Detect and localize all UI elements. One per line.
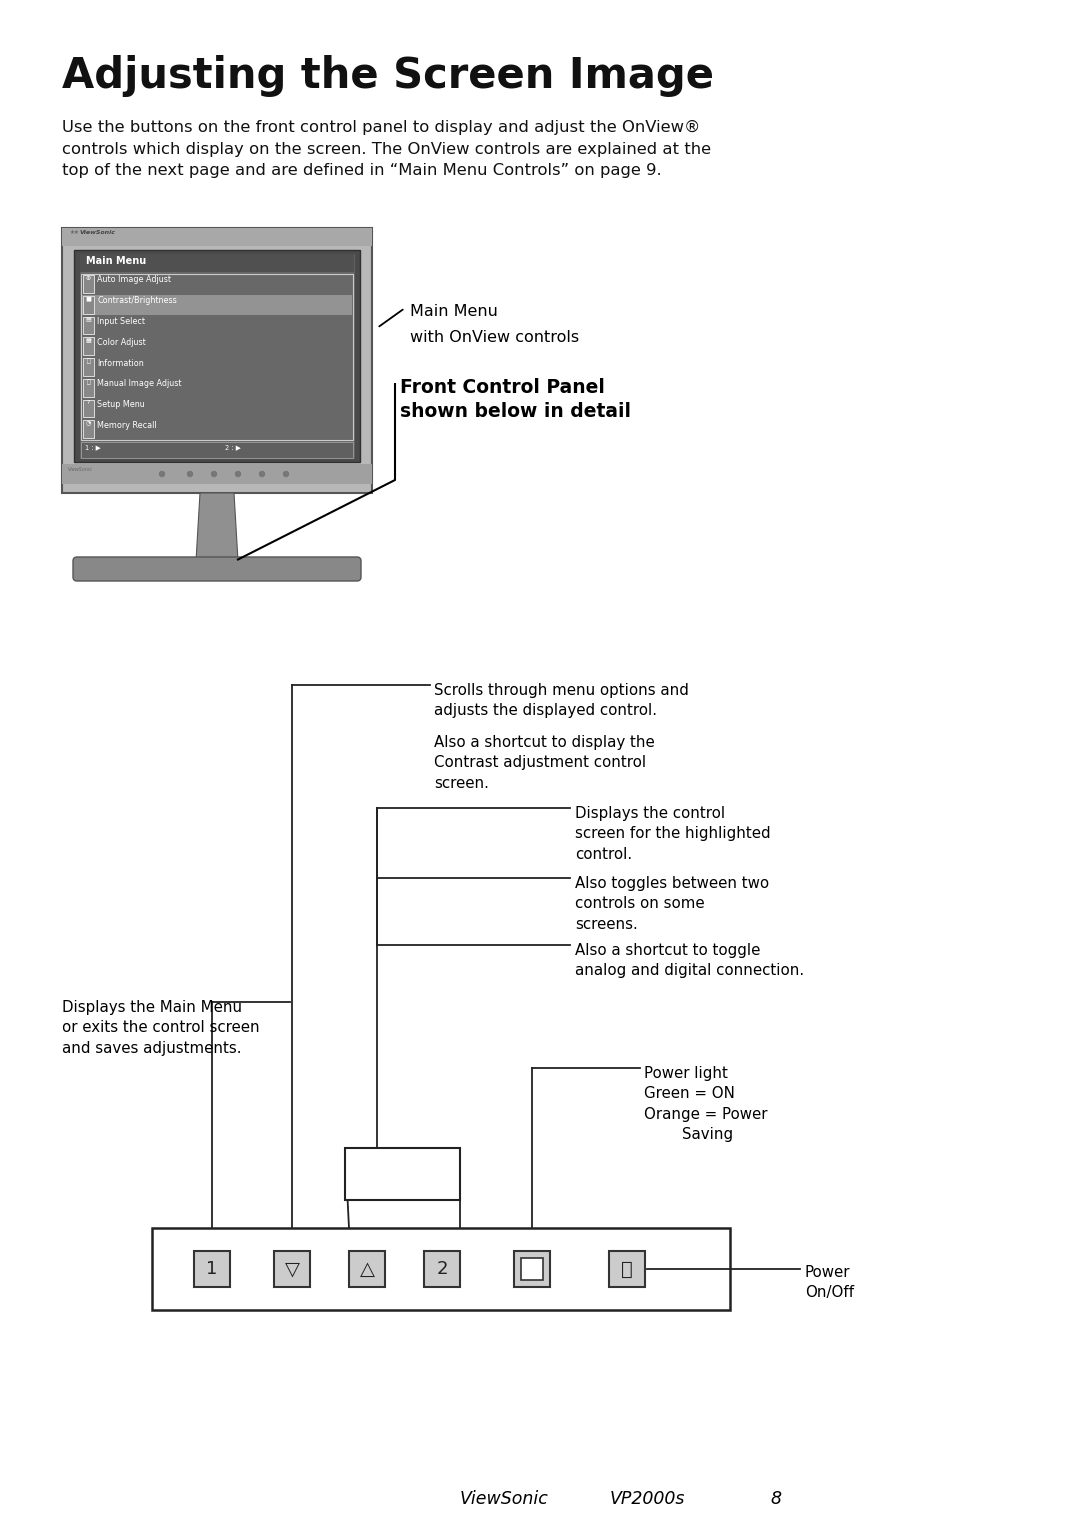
Bar bbox=[80, 254, 354, 458]
Bar bbox=[75, 251, 360, 461]
Bar bbox=[424, 1251, 460, 1287]
Text: ViewSonic: ViewSonic bbox=[80, 231, 116, 235]
Text: ⓘ: ⓘ bbox=[86, 359, 91, 364]
Text: Front Control Panel
shown below in detail: Front Control Panel shown below in detai… bbox=[400, 377, 631, 422]
Bar bbox=[274, 1251, 310, 1287]
Text: ?: ? bbox=[86, 400, 91, 405]
Text: ★★: ★★ bbox=[70, 231, 80, 235]
Bar bbox=[83, 316, 94, 335]
Bar bbox=[62, 465, 372, 484]
Bar bbox=[194, 1251, 230, 1287]
Text: 2: 2 bbox=[436, 1261, 448, 1277]
Bar bbox=[83, 338, 94, 354]
Bar bbox=[609, 1251, 645, 1287]
Bar bbox=[83, 399, 94, 417]
Text: 1: 1 bbox=[206, 1261, 218, 1277]
Text: Manual Image Adjust: Manual Image Adjust bbox=[97, 379, 181, 388]
Text: Color Adjust: Color Adjust bbox=[97, 338, 146, 347]
Text: Setup Menu: Setup Menu bbox=[97, 400, 145, 410]
Bar bbox=[349, 1251, 384, 1287]
Text: VP2000s: VP2000s bbox=[610, 1490, 686, 1508]
Text: 1 : ▶: 1 : ▶ bbox=[85, 445, 100, 451]
Bar bbox=[83, 275, 94, 293]
Text: with OnView controls: with OnView controls bbox=[410, 330, 579, 345]
Circle shape bbox=[283, 472, 288, 477]
Bar bbox=[83, 420, 94, 439]
Text: ▦: ▦ bbox=[85, 338, 92, 342]
Bar bbox=[152, 1229, 730, 1309]
Text: Information: Information bbox=[97, 359, 144, 368]
Text: △: △ bbox=[360, 1259, 375, 1279]
Bar bbox=[83, 358, 94, 376]
Bar bbox=[81, 274, 353, 440]
Text: Power
On/Off: Power On/Off bbox=[805, 1265, 854, 1300]
Text: Also a shortcut to display the
Contrast adjustment control
screen.: Also a shortcut to display the Contrast … bbox=[434, 735, 654, 792]
Text: Displays the control
screen for the highlighted
control.: Displays the control screen for the high… bbox=[575, 805, 771, 862]
Bar bbox=[83, 296, 94, 313]
Bar bbox=[80, 254, 354, 272]
Text: Displays the Main Menu
or exits the control screen
and saves adjustments.: Displays the Main Menu or exits the cont… bbox=[62, 999, 259, 1056]
Text: Auto Image Adjust: Auto Image Adjust bbox=[97, 275, 171, 284]
Text: ■: ■ bbox=[85, 296, 92, 301]
Text: ⤢: ⤢ bbox=[86, 379, 91, 385]
Text: Also toggles between two
controls on some
screens.: Also toggles between two controls on som… bbox=[575, 876, 769, 932]
Bar bbox=[521, 1258, 543, 1280]
Text: Scrolls through menu options and
adjusts the displayed control.: Scrolls through menu options and adjusts… bbox=[434, 683, 689, 718]
Bar bbox=[83, 379, 94, 396]
Text: ▽: ▽ bbox=[284, 1259, 299, 1279]
Text: Main Menu: Main Menu bbox=[410, 304, 498, 319]
Text: 2 : ▶: 2 : ▶ bbox=[225, 445, 241, 451]
Bar bbox=[83, 296, 94, 313]
Circle shape bbox=[235, 472, 241, 477]
Bar bbox=[83, 275, 94, 293]
Text: 8: 8 bbox=[770, 1490, 781, 1508]
Text: Input Select: Input Select bbox=[97, 316, 145, 325]
Circle shape bbox=[259, 472, 265, 477]
Text: Adjusting the Screen Image: Adjusting the Screen Image bbox=[62, 55, 714, 96]
Text: ViewSonic: ViewSonic bbox=[460, 1490, 549, 1508]
Polygon shape bbox=[195, 494, 238, 561]
Text: Power light
Green = ON
Orange = Power
        Saving: Power light Green = ON Orange = Power Sa… bbox=[644, 1067, 768, 1143]
Circle shape bbox=[160, 472, 164, 477]
FancyBboxPatch shape bbox=[62, 228, 372, 494]
Text: Also a shortcut to toggle
analog and digital connection.: Also a shortcut to toggle analog and dig… bbox=[575, 943, 805, 978]
Text: ◔: ◔ bbox=[85, 420, 91, 426]
Bar bbox=[514, 1251, 550, 1287]
Bar bbox=[83, 316, 94, 335]
Bar bbox=[62, 228, 372, 246]
FancyBboxPatch shape bbox=[73, 558, 361, 581]
Bar bbox=[83, 399, 94, 417]
Bar bbox=[83, 379, 94, 396]
Bar bbox=[82, 295, 352, 315]
Text: Use the buttons on the front control panel to display and adjust the OnView®
con: Use the buttons on the front control pan… bbox=[62, 121, 711, 179]
Text: ⏻: ⏻ bbox=[621, 1259, 633, 1279]
Text: Contrast/Brightness: Contrast/Brightness bbox=[97, 296, 177, 306]
Bar bbox=[83, 420, 94, 439]
Circle shape bbox=[188, 472, 192, 477]
Bar bbox=[81, 442, 353, 458]
Text: ▤: ▤ bbox=[85, 316, 92, 322]
Circle shape bbox=[212, 472, 216, 477]
Text: ⊕: ⊕ bbox=[86, 275, 91, 281]
Bar bbox=[83, 338, 94, 354]
Text: ViewSonic: ViewSonic bbox=[68, 468, 93, 472]
Bar bbox=[83, 358, 94, 376]
Text: Memory Recall: Memory Recall bbox=[97, 420, 157, 429]
Text: Main Menu: Main Menu bbox=[86, 257, 146, 266]
Bar bbox=[345, 1148, 460, 1199]
